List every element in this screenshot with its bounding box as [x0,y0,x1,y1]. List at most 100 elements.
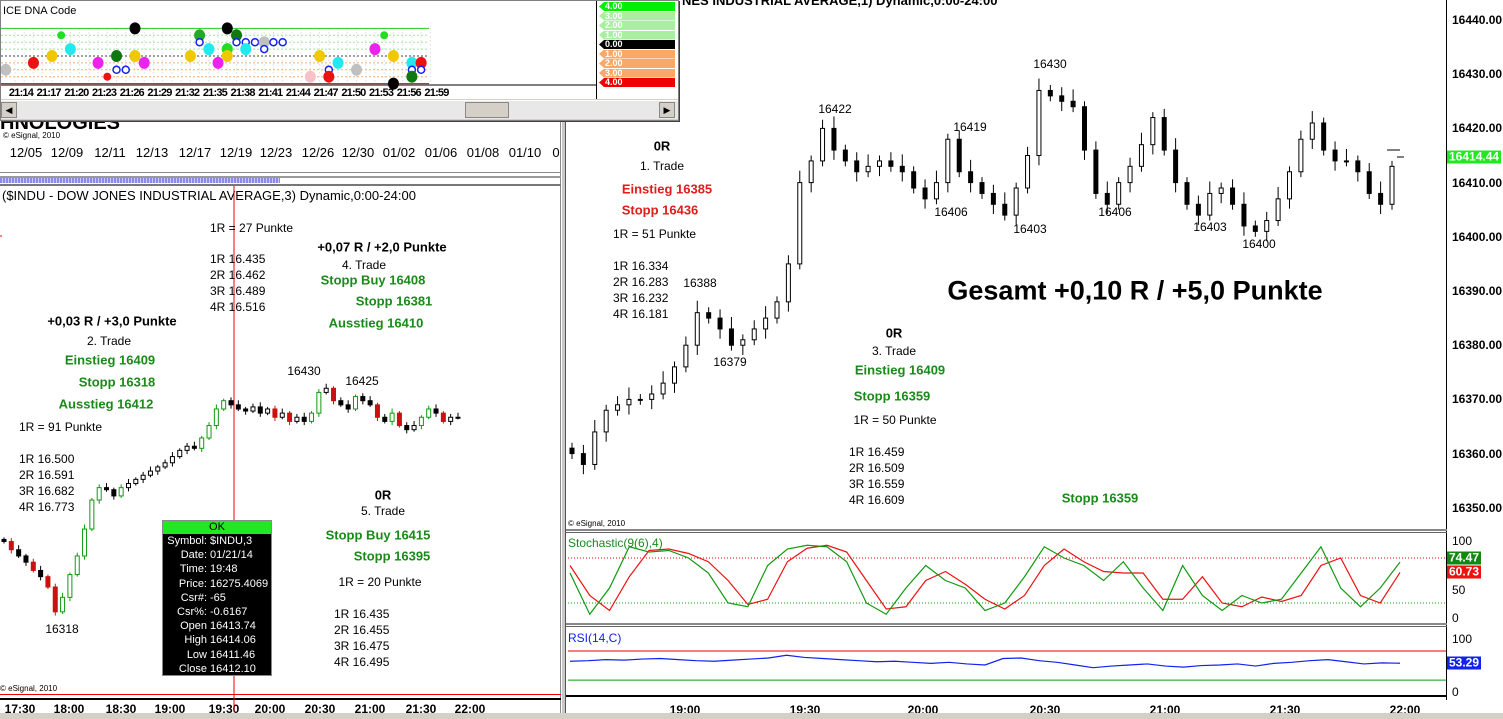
candle-body [637,398,643,401]
candle-body [854,160,860,173]
time-tick: 22:00 [454,702,486,716]
dna-plot [1,22,597,90]
candle-body [1309,122,1315,140]
chart-annotation: Einstieg 16409 [854,362,946,378]
dna-signal-dot [92,56,104,69]
chart-annotation: Stopp Buy 16408 [320,272,426,288]
tooltip-value: -0.6167 [210,605,248,618]
dna-scrollbar[interactable]: ◀ ▶ [1,100,678,119]
chart-annotation: 4R 16.516 [210,300,266,314]
candle-body [1116,182,1122,205]
candle-body [1298,138,1304,173]
window-splitter[interactable] [561,0,566,713]
dna-signal-dot [278,37,287,47]
candle-body [169,456,175,464]
candle-body [1025,155,1031,189]
candle-body [89,499,95,530]
last-price-tag: 16414.44 [1447,149,1502,164]
dna-signal-dot [351,63,363,76]
time-tick: 19:30 [208,702,240,716]
dna-signal-dot [269,37,278,47]
chart-annotation: 16422 [818,102,852,116]
chart-annotation: 2R 16.591 [19,468,75,482]
dna-time-tick: 21:14 [8,87,34,99]
chart-annotation: Stopp 16395 [353,548,431,564]
chart-annotation: Stopp Buy 16415 [325,527,431,543]
time-tick: 17:30 [4,702,36,716]
price-tick: 16400.00 [1452,229,1503,244]
candle-body [301,416,307,422]
candle-body [147,470,153,476]
candle-body [74,555,80,576]
time-tick: 20:30 [304,702,336,716]
tooltip-value: 16412.10 [210,662,256,675]
dna-signal-dot [259,44,269,54]
candle-body [1047,89,1053,97]
candle-body [82,528,88,557]
candle-body [294,416,300,422]
chart-annotation: 16419 [953,120,987,134]
dna-signal-dot [387,77,399,90]
candle-body [1264,220,1270,232]
dna-time-tick: 21:44 [285,87,311,99]
candle-body [1389,165,1395,205]
time-tick: 21:30 [405,702,437,716]
scroll-right-icon[interactable]: ▶ [659,102,675,118]
candle-body [133,478,139,484]
chart-annotation: 0R [374,487,392,503]
tooltip-key: Symbol: [167,535,207,547]
candle-body [228,400,234,406]
candle-body [740,339,746,346]
candle-body [67,574,73,598]
candle-body [683,344,689,368]
candle-body [250,406,256,412]
chart-annotation: 3R 16.559 [849,477,905,491]
candle-body [345,404,351,410]
chart-annotation: 16425 [345,374,379,388]
candle-body [213,408,219,427]
scroll-thumb[interactable] [465,102,509,118]
candle-body [287,412,293,422]
tooltip-key: Open [180,620,207,633]
candle-body [1070,100,1076,108]
time-tick: 18:00 [53,702,85,716]
axis-line [596,1,597,99]
date-tick: 12/26 [301,145,335,160]
copyright: © eSignal, 2010 [3,131,61,140]
date-tick: 12/17 [178,145,212,160]
chart-annotation: 2R 16.283 [613,275,669,289]
scroll-left-icon[interactable]: ◀ [1,102,17,118]
stochastic-k-line [569,544,1401,616]
dna-time-axis: 21:14 21:17 21:20 21:23 21:26 21:29 21:32 21:35… [1,87,601,99]
chart-annotation: 16406 [934,205,968,219]
rsi-tick: 100 [1452,632,1473,646]
stochastic-tick: 50 [1452,583,1466,597]
chart-annotation: 4R 16.609 [849,493,905,507]
tooltip-key: Csr#: [180,591,207,604]
chart-annotation: +0,07 R / +2,0 Punkte [317,239,447,255]
candle-body [1275,198,1281,222]
candle-body [52,586,58,613]
candle-body [30,561,36,571]
divider [566,623,1447,627]
chart-annotation: Stopp 16436 [621,202,699,218]
scrollbar[interactable] [0,178,280,183]
dna-signal-dot [332,56,344,69]
chart-annotation: 3R 16.682 [19,484,75,498]
dna-legend-tag: 0.00 [599,40,675,49]
divider [0,172,561,173]
stochastic-tick: 100 [1452,534,1473,548]
candle-body [125,483,131,489]
tooltip-value: $INDU,3 [210,535,253,547]
copyright: © eSignal, 2010 [568,519,626,528]
candle-body [1059,95,1065,102]
stochastic-tick: 0 [1452,611,1459,625]
tooltip-key: Low [186,648,207,661]
dna-signal-dot [406,70,418,83]
dna-time-tick: 21:26 [119,87,145,99]
date-tick: 01/02 [382,145,416,160]
dna-time-tick: 21:56 [396,87,422,99]
chart-annotation: Stopp 16318 [78,374,156,390]
candle-body [426,408,432,418]
rsi-line [569,654,1401,669]
